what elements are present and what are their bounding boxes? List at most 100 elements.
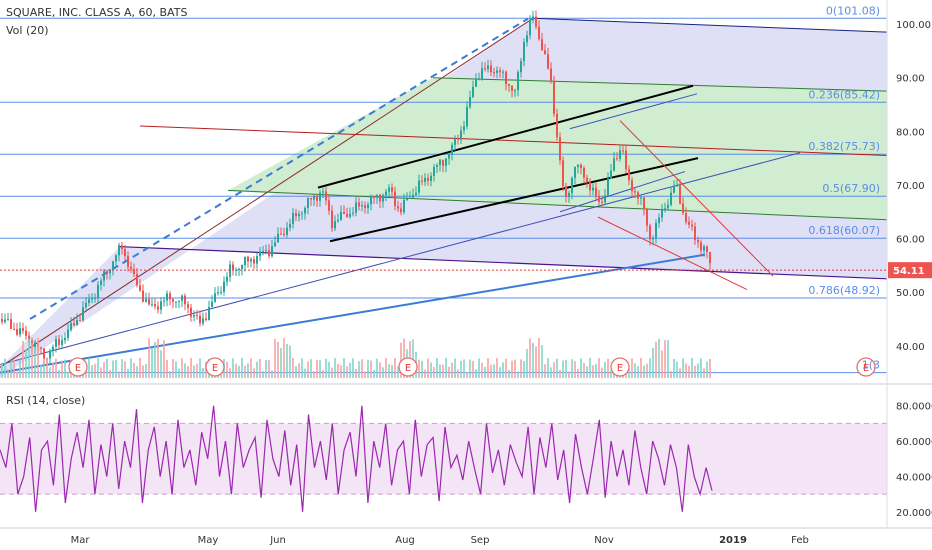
price-candle [433,166,435,176]
price-candle [232,264,234,270]
volume-bar [100,367,102,378]
volume-bar [151,347,153,378]
volume-bar [496,358,498,378]
volume-bar [160,350,162,378]
volume-bar [586,366,588,378]
price-candle [379,194,381,202]
median-line [139,125,888,156]
price-candle [523,42,525,62]
price-candle [637,192,639,199]
volume-bar [466,371,468,378]
price-candle [217,292,219,294]
price-candle [100,280,102,285]
price-candle [460,130,462,140]
price-candle [244,256,246,266]
price-candle [673,186,675,193]
volume-bar [310,359,312,378]
volume-bar [124,361,126,378]
trend-line-blue-2 [0,253,706,374]
volume-bar [643,365,645,378]
price-candle [514,90,516,92]
volume-bar [49,367,51,378]
rsi-band [0,423,887,495]
price-candle [331,210,333,229]
price-candle [271,246,273,257]
price-candle [601,201,603,203]
price-candle [652,238,654,240]
volume-bar [355,368,357,378]
price-candle [580,164,582,168]
price-candle [406,198,408,200]
volume-bar [445,358,447,378]
volume-bar [604,361,606,378]
price-candle [262,251,264,253]
time-axis-label: Jun [269,535,286,546]
price-candle [703,246,705,251]
volume-bar [43,364,45,378]
price-candle [655,222,657,239]
price-candle [697,240,699,243]
volume-bar [46,358,48,378]
volume-bar [670,370,672,378]
price-candle [469,96,471,107]
price-candle [286,227,288,235]
price-candle [385,191,387,196]
price-candle [349,213,351,217]
price-candle [466,106,468,127]
price-candle [55,339,57,347]
earnings-marker-label: E [863,363,869,374]
price-candle [496,70,498,73]
price-candle [10,319,12,329]
price-candle [112,261,114,270]
volume-bar [679,368,681,378]
volume-bar [268,360,270,378]
volume-bar [508,369,510,378]
price-candle [142,290,144,302]
volume-bar [502,362,504,378]
price-candle [457,138,459,140]
volume-bar [298,363,300,378]
red-wedge-bottom [597,216,748,290]
price-candle [442,159,444,166]
volume-bar [628,368,630,378]
volume-bar [460,360,462,378]
price-candle [16,329,18,335]
price-candle [445,158,447,166]
volume-bar [529,338,531,378]
earnings-marker: E [856,357,876,377]
volume-bar [256,361,258,378]
volume-bar [637,366,639,378]
price-candle [670,192,672,205]
volume-bar [190,358,192,378]
volume-bar [601,367,603,378]
price-candle [529,20,531,36]
volume-bar [52,362,54,378]
price-axis-tick: 50.00 [896,288,925,299]
volume-bar [463,359,465,378]
volume-bar [97,358,99,378]
price-candle [61,340,63,345]
volume-bar [481,362,483,378]
volume-bar [250,358,252,378]
volume-bar [487,358,489,378]
earnings-marker: E [68,357,88,377]
volume-bar [340,365,342,378]
fib-fan-inner-fill [228,77,887,220]
volume-bar [301,358,303,378]
volume-bar [562,360,564,378]
price-candle [619,150,621,159]
price-candle [370,196,372,205]
price-candle [304,207,306,214]
price-candle [607,178,609,196]
price-candle [499,70,501,73]
price-candle [502,71,504,73]
volume-bar [325,358,327,378]
volume-bar [37,338,39,378]
volume-bar [469,359,471,378]
price-candle [160,301,162,310]
volume-bar [490,364,492,378]
price-candle [25,330,27,336]
price-candle [568,192,570,197]
blue-channel-bottom [559,171,686,213]
